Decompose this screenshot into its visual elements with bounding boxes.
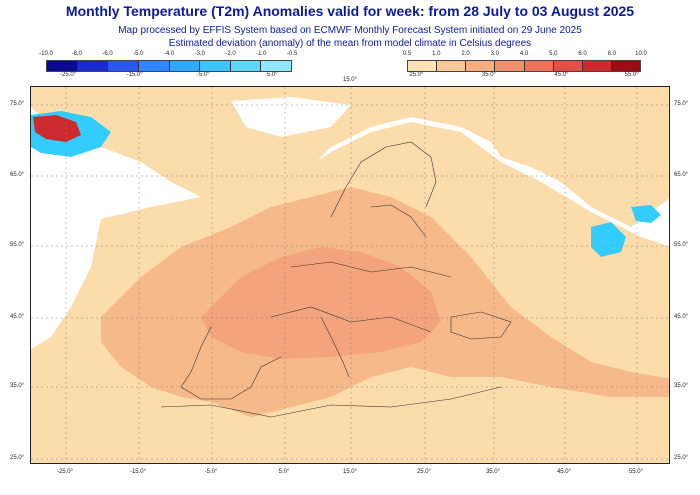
legend-cold-swatch	[169, 61, 201, 71]
lat-label-right: 75.0°	[674, 101, 689, 107]
map-subtitle-description: Estimated deviation (anomaly) of the mea…	[168, 38, 532, 49]
ocean-arctic-gap	[231, 97, 351, 137]
legend-warm-label: 2.0	[461, 51, 470, 57]
legend-warm-swatch	[553, 61, 583, 71]
lat-label-right: 55.0°	[674, 242, 689, 248]
map-canvas	[31, 87, 669, 463]
legend-warm-label: 5.0	[549, 51, 558, 57]
lon-label: -5.0°	[204, 469, 218, 475]
legend-degree-label-mid: 15.0°	[342, 77, 358, 83]
legend-warm-label: 1.0	[432, 51, 441, 57]
legend-cold-label: -6.0	[102, 51, 113, 57]
legend-degree-label: -15.0°	[126, 72, 143, 78]
legend-cold-label: -3.0	[194, 51, 205, 57]
legend-cold-bar	[46, 60, 292, 72]
ocean-bay	[31, 219, 101, 349]
lon-label: 55.0°	[628, 469, 644, 475]
legend-cold-swatch	[108, 61, 139, 71]
legend-warm: 0.5 1.0 2.0 3.0 4.0 5.0 6.0 8.0 10.0 25.…	[403, 51, 647, 81]
legend-warm-swatch	[437, 61, 467, 71]
lat-label-left: 45.0°	[10, 314, 25, 320]
coastline-black-sea	[450, 311, 512, 340]
lat-label-left: 65.0°	[10, 172, 25, 178]
anomaly-region-strong	[201, 247, 441, 359]
cold-patch-east	[591, 222, 626, 257]
legend-cold-label: -4.0	[163, 51, 175, 57]
legend-cold-swatch	[138, 61, 170, 71]
legend-cold-label: -0.5	[286, 51, 298, 57]
lon-label: 35.0°	[485, 469, 501, 475]
legend-cold-degrees: -25.0° -15.0° -5.0° 5.0°	[46, 72, 292, 81]
legend-warm-swatch	[582, 61, 612, 71]
legend-cold-label: -5.0	[133, 51, 144, 57]
legend-warm-label: 8.0	[607, 51, 616, 57]
legend-warm-label: 3.0	[490, 51, 499, 57]
legend-cold-swatch	[261, 61, 291, 71]
legend-warm-swatch	[611, 61, 640, 71]
legend-cold-label: -10.0	[39, 51, 53, 57]
lon-label: -15.0°	[129, 469, 147, 475]
legend-degree-label: 55.0°	[624, 72, 639, 78]
greenland-hot-zone	[33, 115, 81, 142]
legend-warm-label: 0.5	[402, 51, 412, 57]
legend-warm-labels: 0.5 1.0 2.0 3.0 4.0 5.0 6.0 8.0 10.0	[403, 51, 647, 60]
lon-label: 5.0°	[278, 469, 290, 475]
map-title: Monthly Temperature (T2m) Anomalies vali…	[65, 3, 635, 19]
legend-warm-swatch	[466, 61, 496, 71]
legend-warm-swatch	[408, 61, 438, 71]
legend-warm-label: 10.0	[635, 51, 647, 57]
legend-degree-label: 45.0°	[554, 72, 569, 78]
lat-label-left: 55.0°	[10, 242, 25, 248]
legend-degree-label: 5.0°	[266, 72, 278, 78]
graticule	[31, 87, 669, 463]
legend-warm-bar	[407, 60, 641, 72]
border-central-europe	[290, 261, 452, 278]
legend-warm-swatch	[524, 61, 554, 71]
legend-degree-label: -5.0°	[197, 72, 210, 78]
legend-cold-swatch	[200, 61, 231, 71]
legend-cold-swatch	[47, 61, 78, 71]
legend-cold-swatch	[230, 61, 262, 71]
legend-warm-label: 6.0	[578, 51, 587, 57]
coastline-western-europe	[180, 326, 282, 400]
lon-label: -25.0°	[56, 469, 74, 475]
legend-cold-label: -1.0	[256, 51, 267, 57]
lat-label-right: 35.0°	[674, 383, 689, 389]
anomaly-region-light	[31, 87, 669, 227]
anomaly-map	[30, 86, 670, 464]
legend-warm-label: 4.0	[519, 51, 529, 57]
legend-warm-swatch	[495, 61, 525, 71]
cold-patch-east-2	[631, 205, 661, 223]
lon-label: 25.0°	[416, 469, 432, 475]
legend-cold-swatch	[77, 61, 109, 71]
lon-label: 45.0°	[556, 469, 572, 475]
legend-warm-degrees: 25.0° 35.0° 45.0° 55.0°	[407, 72, 641, 81]
lon-label: 15.0°	[342, 469, 358, 475]
lat-label-right: 25.0°	[674, 455, 689, 461]
lat-label-right: 45.0°	[674, 314, 689, 320]
legend-degree-label: -25.0°	[60, 72, 77, 78]
lat-label-left: 75.0°	[10, 101, 25, 107]
legend-cold-labels: -10.0 -8.0 -6.0 -5.0 -4.0 -3.0 -2.0 -1.0…	[39, 51, 297, 60]
coastline-north-africa	[160, 386, 502, 418]
legend-cold-label: -8.0	[71, 51, 82, 57]
lat-label-right: 65.0°	[674, 172, 689, 178]
coastline-baltic	[370, 204, 427, 238]
coastline-italy	[320, 316, 350, 378]
lat-label-left: 35.0°	[10, 383, 25, 389]
coastline-scandinavia	[330, 141, 437, 218]
lat-label-left: 25.0°	[10, 455, 25, 461]
legend-cold-label: -2.0	[225, 51, 236, 57]
map-subtitle-processing: Map processed by EFFIS System based on E…	[118, 25, 582, 36]
legend-degree-label: 35.0°	[481, 72, 496, 78]
legend-cold: -10.0 -8.0 -6.0 -5.0 -4.0 -3.0 -2.0 -1.0…	[39, 51, 297, 81]
legend-degree-label: 25.0°	[409, 72, 424, 78]
